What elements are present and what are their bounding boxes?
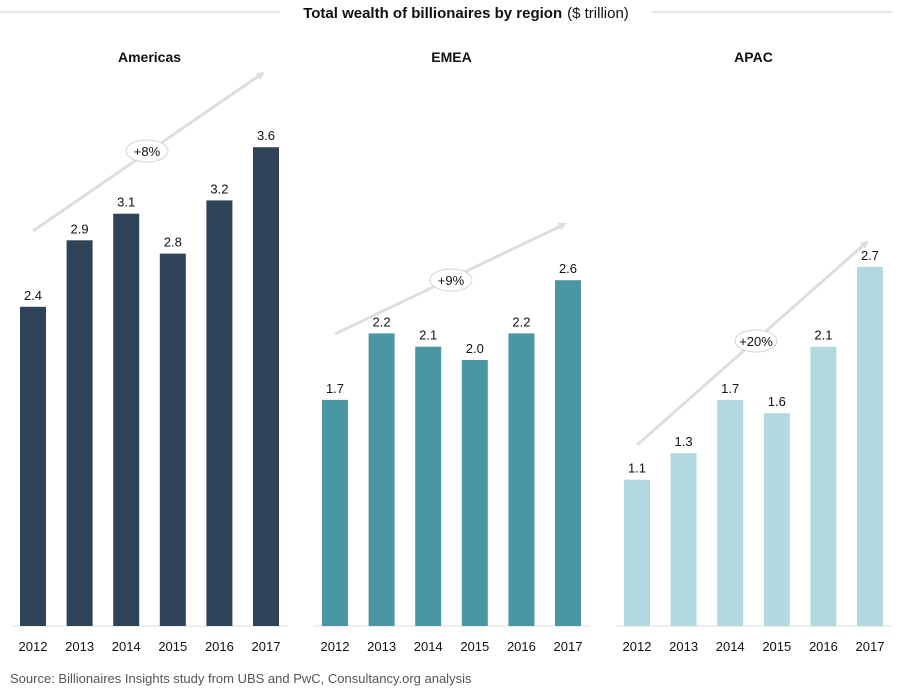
value-label-apac-2013: 1.3 <box>675 434 693 449</box>
category-label-apac-2012: 2012 <box>623 639 652 654</box>
bar-emea-2017 <box>555 280 581 626</box>
category-label-apac-2016: 2016 <box>809 639 838 654</box>
value-label-apac-2015: 1.6 <box>768 394 786 409</box>
bar-americas-2016 <box>206 200 233 626</box>
category-label-emea-2012: 2012 <box>321 639 350 654</box>
source-note: Source: Billionaires Insights study from… <box>10 671 472 686</box>
category-label-americas-2016: 2016 <box>205 639 234 654</box>
value-label-apac-2017: 2.7 <box>861 248 879 263</box>
growth-label-apac: +20% <box>739 334 773 349</box>
category-label-apac-2014: 2014 <box>716 639 745 654</box>
chart-title-unit: ($ trillion) <box>567 5 629 22</box>
chart-panels: Americas 2.4 2012 2.9 2013 3.1 2014 2.8 2015 3.2 2… <box>19 49 885 654</box>
bar-americas-2014 <box>113 213 140 626</box>
category-label-americas-2015: 2015 <box>158 639 187 654</box>
value-label-americas-2013: 2.9 <box>71 221 89 236</box>
chart-title-main: Total wealth of billionaires by region <box>303 5 562 22</box>
value-label-emea-2014: 2.1 <box>419 328 437 343</box>
panel-title-americas: Americas <box>118 49 181 65</box>
category-label-americas-2017: 2017 <box>252 639 281 654</box>
bar-apac-2017 <box>857 266 883 626</box>
category-label-americas-2014: 2014 <box>112 639 141 654</box>
bar-apac-2012 <box>624 479 650 626</box>
value-label-emea-2015: 2.0 <box>466 341 484 356</box>
bar-apac-2014 <box>717 399 744 626</box>
panel-title-emea: EMEA <box>431 49 471 65</box>
panel-title-apac: APAC <box>734 49 773 65</box>
bar-americas-2012 <box>20 306 46 626</box>
growth-label-emea: +9% <box>438 273 465 288</box>
value-label-americas-2015: 2.8 <box>164 235 182 250</box>
value-label-emea-2012: 1.7 <box>326 381 344 396</box>
growth-label-americas: +8% <box>134 144 161 159</box>
growth-badge-apac <box>734 329 778 353</box>
bar-emea-2013 <box>368 333 395 626</box>
value-label-apac-2014: 1.7 <box>721 381 739 396</box>
value-label-emea-2016: 2.2 <box>512 314 530 329</box>
bar-apac-2015 <box>763 413 790 626</box>
bar-emea-2014 <box>415 346 442 626</box>
growth-badge-americas <box>125 139 169 163</box>
category-label-apac-2017: 2017 <box>856 639 885 654</box>
bar-emea-2016 <box>508 333 535 626</box>
value-label-americas-2012: 2.4 <box>24 288 42 303</box>
value-label-emea-2013: 2.2 <box>373 314 391 329</box>
bar-apac-2016 <box>810 346 837 626</box>
category-label-americas-2013: 2013 <box>65 639 94 654</box>
growth-badge-emea <box>429 268 473 292</box>
category-label-americas-2012: 2012 <box>19 639 48 654</box>
value-label-americas-2017: 3.6 <box>257 128 275 143</box>
value-label-americas-2016: 3.2 <box>210 181 228 196</box>
bar-americas-2017 <box>253 147 279 626</box>
value-label-apac-2012: 1.1 <box>628 461 646 476</box>
value-label-apac-2016: 2.1 <box>814 328 832 343</box>
bar-apac-2013 <box>670 453 697 626</box>
value-label-americas-2014: 3.1 <box>117 195 135 210</box>
category-label-emea-2014: 2014 <box>414 639 443 654</box>
category-label-apac-2015: 2015 <box>762 639 791 654</box>
category-label-emea-2013: 2013 <box>367 639 396 654</box>
bar-americas-2015 <box>159 253 186 626</box>
bar-americas-2013 <box>66 240 93 627</box>
category-label-emea-2017: 2017 <box>554 639 583 654</box>
chart-title: Total wealth of billionaires by region ($… <box>303 5 629 22</box>
bar-emea-2015 <box>461 360 488 626</box>
category-label-emea-2015: 2015 <box>460 639 489 654</box>
category-label-emea-2016: 2016 <box>507 639 536 654</box>
category-label-apac-2013: 2013 <box>669 639 698 654</box>
bar-emea-2012 <box>322 399 348 626</box>
value-label-emea-2017: 2.6 <box>559 261 577 276</box>
